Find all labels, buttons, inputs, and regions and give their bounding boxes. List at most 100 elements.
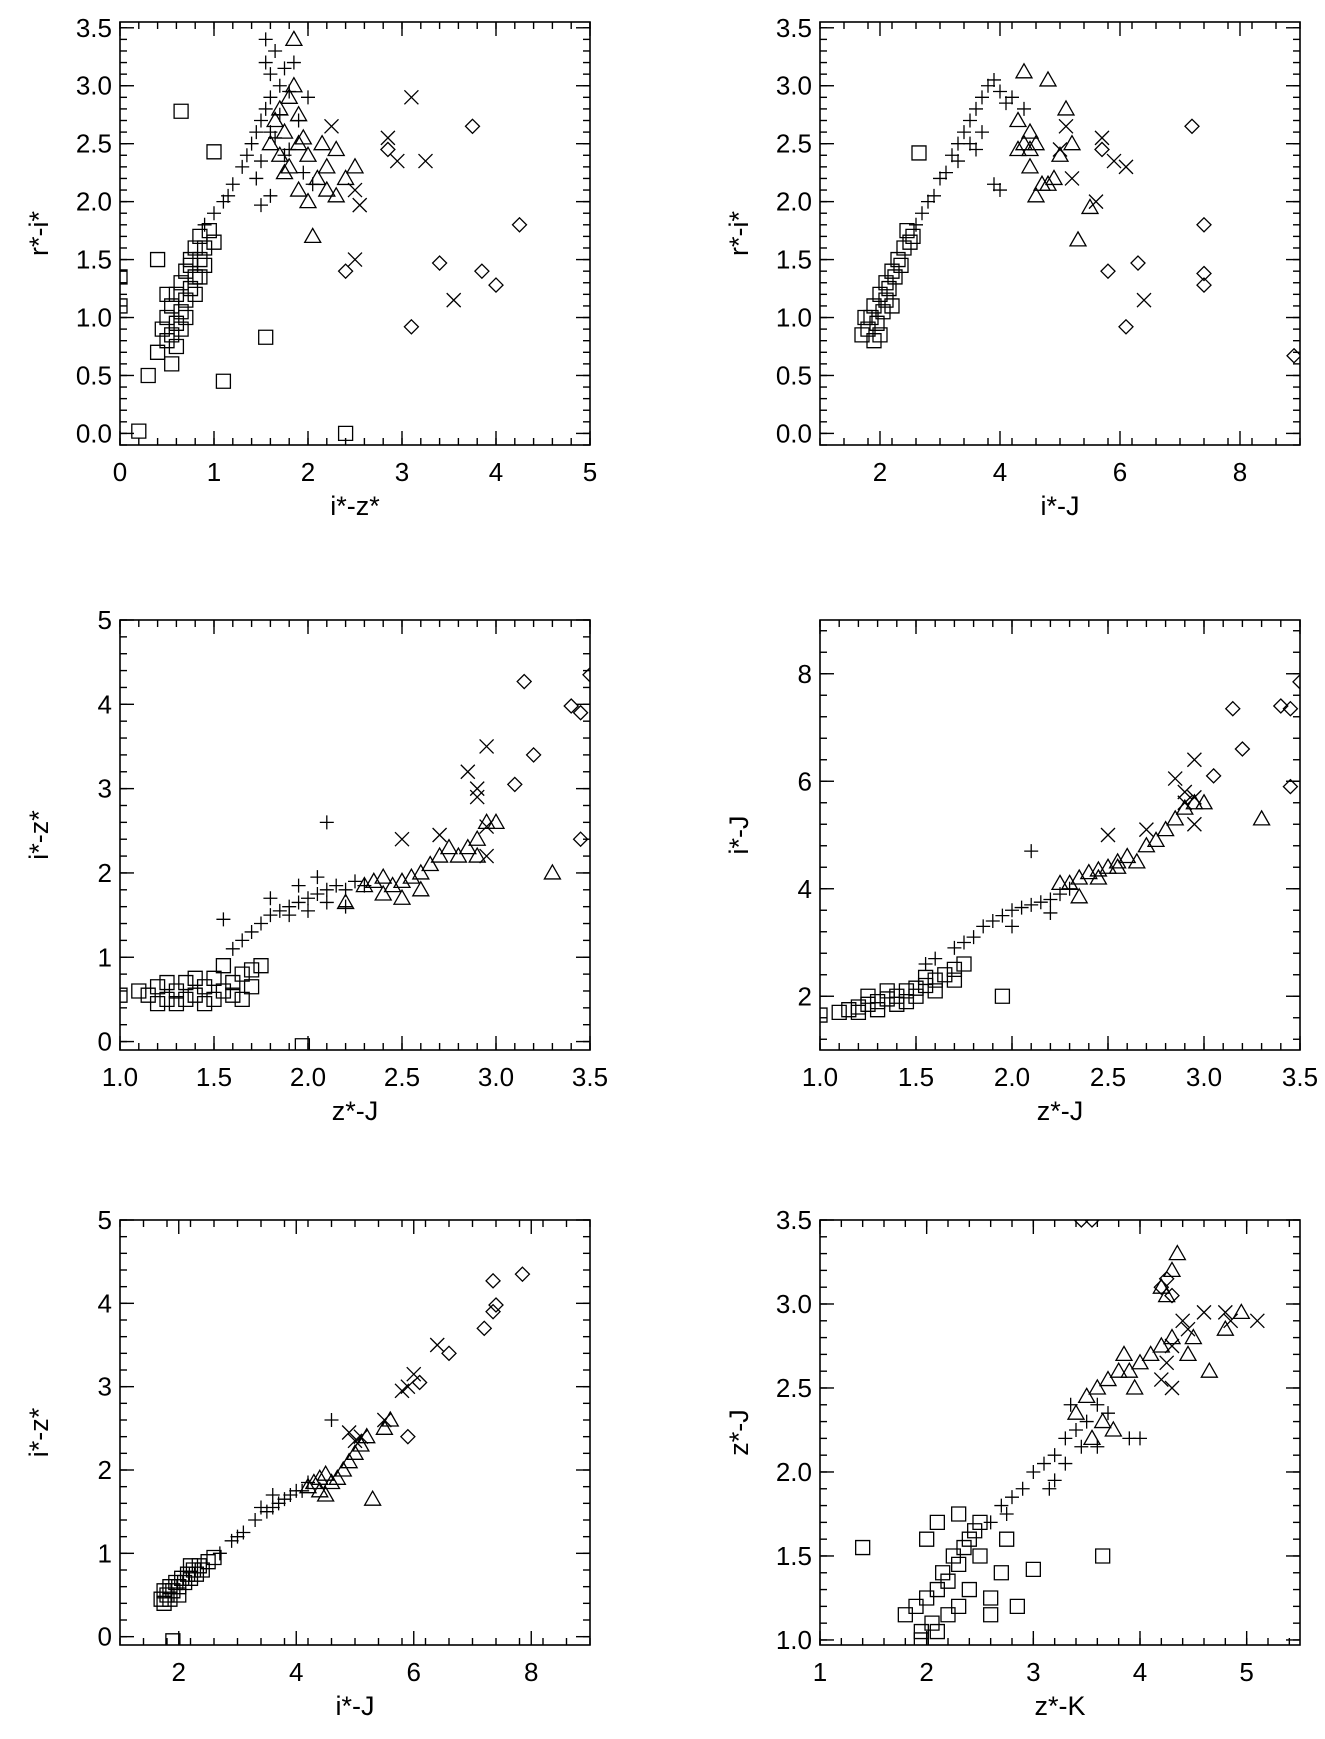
- point-triangle: [1038, 174, 1058, 191]
- point-square: [182, 257, 199, 274]
- point-square: [337, 425, 354, 442]
- point-square: [165, 1633, 181, 1645]
- point-square: [187, 987, 203, 1003]
- point-square: [206, 234, 222, 250]
- point-triangle: [1162, 1328, 1182, 1345]
- x-tick-label: 2: [873, 457, 887, 487]
- point-diamond: [1118, 318, 1134, 335]
- x-tick-label: 1: [813, 1657, 827, 1687]
- point-triangle: [1066, 1403, 1086, 1420]
- point-square: [929, 1514, 945, 1531]
- point-diamond: [1234, 741, 1251, 757]
- point-triangle: [402, 867, 421, 884]
- point-square: [159, 333, 175, 349]
- point-plus: [291, 878, 306, 893]
- point-triangle: [1020, 140, 1040, 157]
- point-plus: [235, 159, 250, 174]
- point-triangle: [1070, 887, 1089, 904]
- point-plus: [1058, 1431, 1073, 1446]
- point-square: [243, 979, 260, 995]
- point-plus: [966, 930, 981, 945]
- point-cross: [1196, 1304, 1212, 1320]
- point-triangle: [334, 1460, 353, 1477]
- point-plus: [1037, 1456, 1051, 1471]
- point-plus: [1015, 1481, 1030, 1496]
- point-triangle: [1080, 198, 1100, 215]
- point-triangle: [1093, 1412, 1112, 1429]
- point-square: [946, 961, 963, 978]
- point-square: [993, 1565, 1009, 1581]
- point-cross: [1223, 1313, 1239, 1329]
- point-triangle: [1118, 847, 1137, 864]
- point-square: [905, 228, 921, 245]
- point-square: [820, 1007, 828, 1023]
- x-tick-label: 3.5: [1282, 1062, 1318, 1092]
- point-triangle: [1156, 820, 1175, 837]
- point-triangle: [317, 157, 336, 174]
- point-triangle: [1020, 122, 1040, 139]
- point-diamond: [516, 673, 533, 690]
- data-marks: [153, 1266, 531, 1645]
- point-diamond: [431, 255, 448, 271]
- point-diamond: [379, 141, 396, 158]
- point-diamond: [441, 1345, 457, 1362]
- scatter-panel-1: 0 1 2 3 4 5 0.0 0.5 1.0 1.5 2.0 2.5 3.0 3.5 i*-z* r*-i*: [24, 13, 597, 521]
- point-cross: [353, 1429, 369, 1445]
- point-diamond: [511, 216, 528, 233]
- point-cross: [479, 819, 495, 835]
- point-cross: [446, 292, 462, 308]
- point-triangle: [270, 99, 289, 116]
- point-diamond: [1196, 216, 1212, 233]
- point-triangle: [1014, 62, 1034, 79]
- point-triangle: [543, 863, 562, 880]
- point-square: [131, 983, 147, 999]
- point-triangle: [421, 855, 440, 872]
- point-plus: [987, 177, 1001, 192]
- data-marks: [120, 666, 590, 1050]
- point-plus: [324, 1413, 339, 1427]
- point-triangle: [1044, 169, 1064, 186]
- point-square: [215, 373, 232, 389]
- point-triangle: [468, 829, 487, 846]
- point-triangle: [1020, 157, 1040, 174]
- data-marks: [854, 62, 1300, 364]
- point-cross: [1180, 1321, 1196, 1337]
- point-square: [897, 1607, 913, 1623]
- y-axis-label: r*-i*: [24, 211, 54, 256]
- point-plus: [263, 188, 278, 203]
- point-triangle: [363, 1489, 382, 1506]
- point-cross: [324, 118, 339, 134]
- point-diamond: [1184, 118, 1200, 135]
- point-triangle: [1026, 134, 1046, 151]
- point-square: [881, 280, 897, 297]
- point-plus: [1133, 1431, 1147, 1446]
- point-cross: [380, 130, 396, 146]
- point-diamond: [1084, 1220, 1100, 1228]
- point-plus: [1069, 1422, 1083, 1437]
- point-cross: [1159, 1355, 1175, 1371]
- point-plus: [945, 148, 959, 163]
- point-plus: [225, 941, 240, 956]
- point-cross: [341, 1425, 357, 1440]
- point-cross: [1088, 194, 1104, 210]
- x-tick-label: 2: [301, 457, 315, 487]
- point-plus: [254, 198, 268, 213]
- point-plus: [338, 899, 353, 914]
- point-diamond: [1196, 277, 1212, 293]
- point-cross: [432, 827, 448, 843]
- point-square: [945, 1548, 961, 1564]
- point-diamond: [403, 318, 420, 335]
- point-plus: [282, 908, 297, 923]
- point-triangle: [374, 884, 393, 901]
- point-plus: [999, 1506, 1014, 1521]
- point-plus: [1047, 1473, 1062, 1488]
- point-square: [972, 1514, 988, 1531]
- point-plus: [951, 154, 965, 169]
- point-plus: [921, 194, 935, 209]
- point-cross: [1177, 795, 1193, 811]
- point-square: [866, 298, 882, 314]
- point-cross: [403, 89, 419, 105]
- point-triangle: [1108, 857, 1127, 874]
- y-tick-label: 3.5: [776, 1205, 812, 1235]
- point-plus: [258, 101, 273, 116]
